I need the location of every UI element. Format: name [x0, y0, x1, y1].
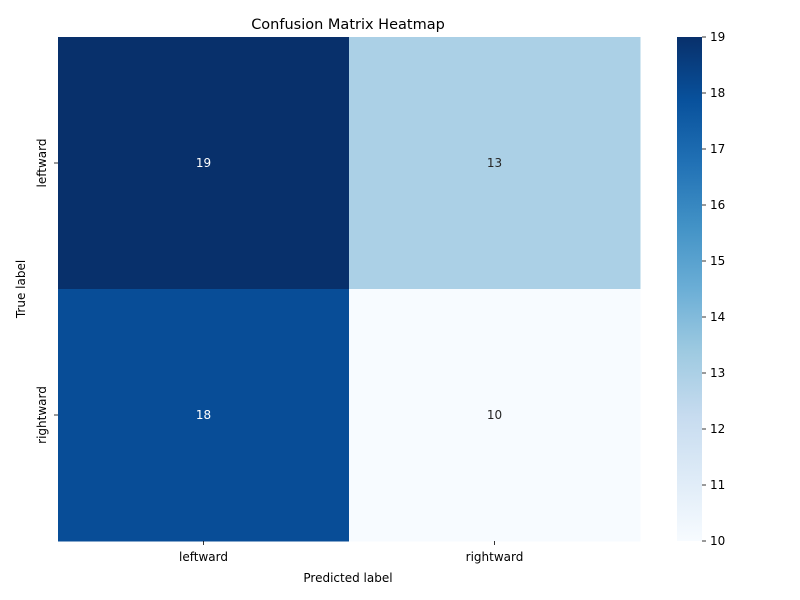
heatmap-cell	[349, 37, 641, 290]
colorbar-ticks: 10 11 12 13 14 15 16 17 18 19	[702, 30, 725, 548]
heatmap-cells: 19 13 18 10	[58, 37, 641, 542]
y-tick-label: leftward	[35, 139, 49, 188]
y-tick-label: rightward	[35, 386, 49, 444]
cell-value-label: 13	[487, 156, 502, 170]
chart-title: Confusion Matrix Heatmap	[251, 17, 445, 33]
colorbar-tick-label: 16	[710, 198, 725, 212]
cell-value-label: 10	[487, 408, 502, 422]
cell-value-label: 18	[196, 408, 211, 422]
colorbar-tick-label: 12	[710, 422, 725, 436]
y-axis-label: True label	[14, 260, 28, 319]
colorbar-tick-label: 14	[710, 310, 725, 324]
colorbar-tick-label: 15	[710, 254, 725, 268]
x-tick-label: rightward	[466, 550, 524, 564]
x-tick-label: leftward	[179, 550, 228, 564]
colorbar-tick-label: 10	[710, 534, 725, 548]
colorbar-tick-label: 17	[710, 142, 725, 156]
y-axis-ticks: leftward rightward	[35, 139, 58, 444]
colorbar-tick-label: 18	[710, 86, 725, 100]
cell-value-label: 19	[196, 156, 211, 170]
colorbar-tick-label: 19	[710, 30, 725, 44]
x-axis-label: Predicted label	[303, 571, 392, 585]
colorbar	[677, 37, 702, 541]
heatmap-cell	[58, 37, 350, 290]
heatmap-cell	[58, 289, 350, 542]
x-axis-ticks: leftward rightward	[179, 541, 523, 564]
colorbar-tick-label: 13	[710, 366, 725, 380]
heatmap-cell	[349, 289, 641, 542]
colorbar-tick-label: 11	[710, 478, 725, 492]
